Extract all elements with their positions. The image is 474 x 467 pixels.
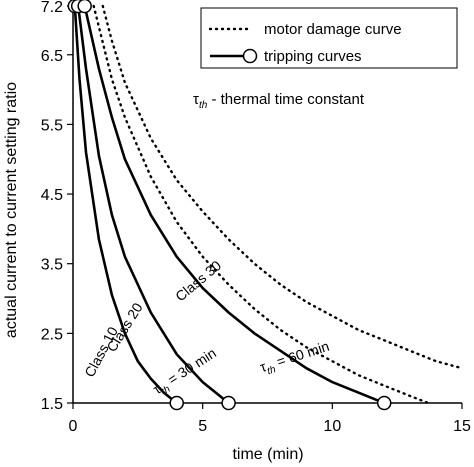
curve-label: τth = 30 min — [150, 345, 221, 401]
y-tick-label: 4.5 — [41, 187, 63, 204]
legend-label-motor-damage: motor damage curve — [264, 21, 402, 38]
y-tick-label: 2.5 — [41, 326, 63, 343]
x-tick-label: 0 — [69, 418, 78, 435]
x-tick-label: 5 — [198, 418, 207, 435]
thermal-constant-note: τth - thermal time constant — [193, 91, 365, 111]
y-tick-label: 5.5 — [41, 117, 63, 134]
y-tick-label: 7.2 — [41, 0, 63, 16]
data-point-marker — [221, 395, 236, 411]
y-tick-label: 6.5 — [41, 48, 63, 65]
series-line-class-30 — [83, 4, 386, 405]
legend: motor damage curve tripping curves τth - t… — [193, 7, 458, 111]
legend-marker — [242, 48, 258, 64]
series-line-class-10 — [73, 4, 178, 405]
plot-area: 0 5 10 15 1.5 2.5 3.5 4.5 5.5 6.5 7.2 — [41, 0, 471, 435]
x-tick-label: 10 — [323, 418, 341, 435]
y-tick-label: 1.5 — [41, 396, 63, 413]
series-layer — [73, 4, 464, 405]
curve-label: Class 30 — [172, 257, 224, 304]
data-point-marker — [376, 395, 392, 411]
data-point-marker — [169, 395, 184, 411]
y-tick-label: 3.5 — [41, 257, 63, 274]
marker-layer — [67, 0, 392, 411]
legend-label-tripping: tripping curves — [264, 48, 362, 65]
x-tick-label: 15 — [453, 418, 471, 435]
series-line-class-20 — [76, 4, 230, 405]
data-point-marker — [77, 0, 92, 14]
y-axis-label: actual current to current setting ratio — [3, 82, 20, 338]
series-line-th-60-min — [101, 4, 464, 370]
series-line-th-30-min — [92, 4, 430, 405]
x-axis-label: time (min) — [232, 446, 303, 463]
